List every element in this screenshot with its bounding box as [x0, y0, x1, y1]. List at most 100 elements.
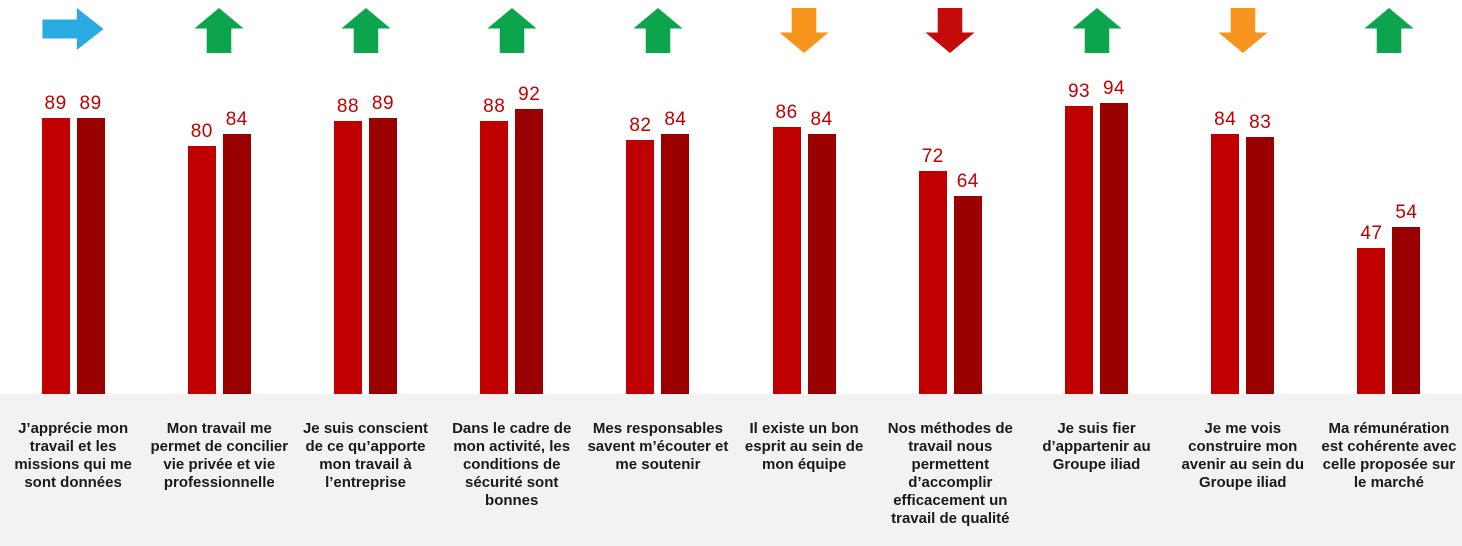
bars-zone: 88 92 — [439, 58, 585, 394]
bar-right — [1246, 137, 1275, 394]
bar-left — [1065, 106, 1094, 394]
trend-down-arrow-icon — [779, 8, 829, 53]
bars-zone: 80 84 — [146, 58, 292, 394]
trend-up-arrow-icon — [1071, 8, 1122, 53]
survey-item-column-4: 88 92 Dans le cadre de mon activité, les… — [439, 0, 585, 546]
label-zone: Je suis conscient de ce qu’apporte mon t… — [292, 394, 438, 546]
category-label: Il existe un bon esprit au sein de mon é… — [744, 420, 864, 473]
bar-left — [918, 171, 947, 394]
category-label: Ma rémunération est cohérente avec celle… — [1321, 420, 1457, 491]
trend-arrow-zone — [1023, 0, 1169, 58]
bar-wrap-right: 84 — [807, 109, 836, 394]
bar-right — [76, 118, 105, 394]
bar-wrap-right: 84 — [222, 109, 251, 394]
label-zone: J’apprécie mon travail et les missions q… — [0, 394, 146, 546]
category-label-band — [0, 394, 1462, 546]
survey-item-column-3: 88 89 Je suis conscient de ce qu’apporte… — [292, 0, 438, 546]
category-label: Dans le cadre de mon activité, les condi… — [452, 420, 572, 509]
bar-value-right: 84 — [225, 109, 248, 130]
bar-wrap-left: 86 — [772, 102, 801, 394]
category-label: Mon travail me permet de concilier vie p… — [150, 420, 289, 491]
category-label: Je suis conscient de ce qu’apporte mon t… — [302, 420, 429, 491]
bar-value-right: 89 — [371, 93, 395, 114]
bar-left — [626, 140, 655, 394]
bar-wrap-right: 64 — [953, 171, 982, 394]
bar-wrap-right: 84 — [661, 109, 690, 394]
trend-arrow-zone — [1170, 0, 1316, 58]
survey-item-column-9: 84 83 Je me vois construire mon avenir a… — [1170, 0, 1316, 546]
bar-left — [772, 127, 801, 394]
bar-right — [661, 134, 690, 394]
trend-up-arrow-icon — [487, 8, 537, 53]
bar-value-right: 84 — [664, 109, 687, 130]
label-zone: Dans le cadre de mon activité, les condi… — [439, 394, 585, 546]
bars-zone: 82 84 — [585, 58, 731, 394]
label-zone: Mes responsables savent m’écouter et me … — [585, 394, 731, 546]
bars-zone: 84 83 — [1170, 58, 1316, 394]
bar-value-right: 89 — [79, 93, 102, 114]
survey-item-column-6: 86 84 Il existe un bon esprit au sein de… — [731, 0, 877, 546]
trend-arrow-zone — [877, 0, 1023, 58]
trend-right-arrow-icon — [42, 8, 104, 50]
category-label: Nos méthodes de travail nous permettent … — [887, 420, 1013, 527]
bar-value-right: 92 — [518, 84, 541, 105]
survey-item-column-2: 80 84 Mon travail me permet de concilier… — [146, 0, 292, 546]
bar-value-left: 47 — [1360, 223, 1383, 244]
trend-arrow-zone — [292, 0, 438, 58]
bar-right — [515, 109, 544, 394]
bar-wrap-right: 89 — [369, 93, 397, 394]
bar-wrap-left: 89 — [41, 93, 70, 394]
category-label: Je suis fier d’appartenir au Groupe ilia… — [1042, 420, 1151, 473]
survey-item-column-7: 72 64 Nos méthodes de travail nous perme… — [877, 0, 1023, 546]
bar-right — [369, 118, 397, 394]
bar-value-left: 88 — [336, 96, 360, 117]
bar-value-left: 84 — [1214, 109, 1237, 130]
bar-value-right: 54 — [1395, 202, 1418, 223]
bar-wrap-left: 82 — [626, 115, 655, 394]
trend-arrow-zone — [146, 0, 292, 58]
label-zone: Je me vois construire mon avenir au sein… — [1170, 394, 1316, 546]
bars-zone: 72 64 — [877, 58, 1023, 394]
bar-right — [1392, 227, 1421, 394]
bar-wrap-right: 89 — [76, 93, 105, 394]
bar-wrap-left: 47 — [1357, 223, 1386, 394]
bar-wrap-left: 88 — [480, 96, 509, 394]
bar-value-right: 64 — [956, 171, 979, 192]
bar-right — [953, 196, 982, 394]
category-label: Mes responsables savent m’écouter et me … — [587, 420, 729, 473]
bar-right — [222, 134, 251, 394]
bar-wrap-right: 92 — [515, 84, 544, 394]
label-zone: Ma rémunération est cohérente avec celle… — [1316, 394, 1462, 546]
trend-up-arrow-icon — [340, 8, 391, 53]
label-zone: Nos méthodes de travail nous permettent … — [877, 394, 1023, 546]
survey-item-column-5: 82 84 Mes responsables savent m’écouter … — [585, 0, 731, 546]
trend-up-arrow-icon — [633, 8, 683, 53]
trend-up-arrow-icon — [194, 8, 244, 53]
bar-value-right: 94 — [1102, 78, 1126, 99]
trend-arrow-zone — [585, 0, 731, 58]
bar-left — [334, 121, 362, 394]
bar-wrap-right: 54 — [1392, 202, 1421, 394]
label-zone: Je suis fier d’appartenir au Groupe ilia… — [1023, 394, 1169, 546]
bar-left — [187, 146, 216, 394]
bar-left — [1357, 248, 1386, 394]
bar-value-left: 82 — [629, 115, 652, 136]
bar-right — [1100, 103, 1129, 394]
bar-value-right: 83 — [1249, 112, 1272, 133]
bar-wrap-left: 72 — [918, 146, 947, 394]
bar-left — [41, 118, 70, 394]
bar-value-left: 80 — [190, 121, 213, 142]
bar-value-left: 88 — [483, 96, 506, 117]
bar-value-right: 84 — [810, 109, 833, 130]
label-zone: Il existe un bon esprit au sein de mon é… — [731, 394, 877, 546]
bar-value-left: 86 — [775, 102, 798, 123]
bar-wrap-left: 88 — [334, 96, 362, 394]
trend-arrow-zone — [731, 0, 877, 58]
label-zone: Mon travail me permet de concilier vie p… — [146, 394, 292, 546]
category-label: J’apprécie mon travail et les missions q… — [14, 420, 132, 491]
bar-wrap-left: 80 — [187, 121, 216, 394]
trend-arrow-zone — [1316, 0, 1462, 58]
bars-zone: 89 89 — [0, 58, 146, 394]
